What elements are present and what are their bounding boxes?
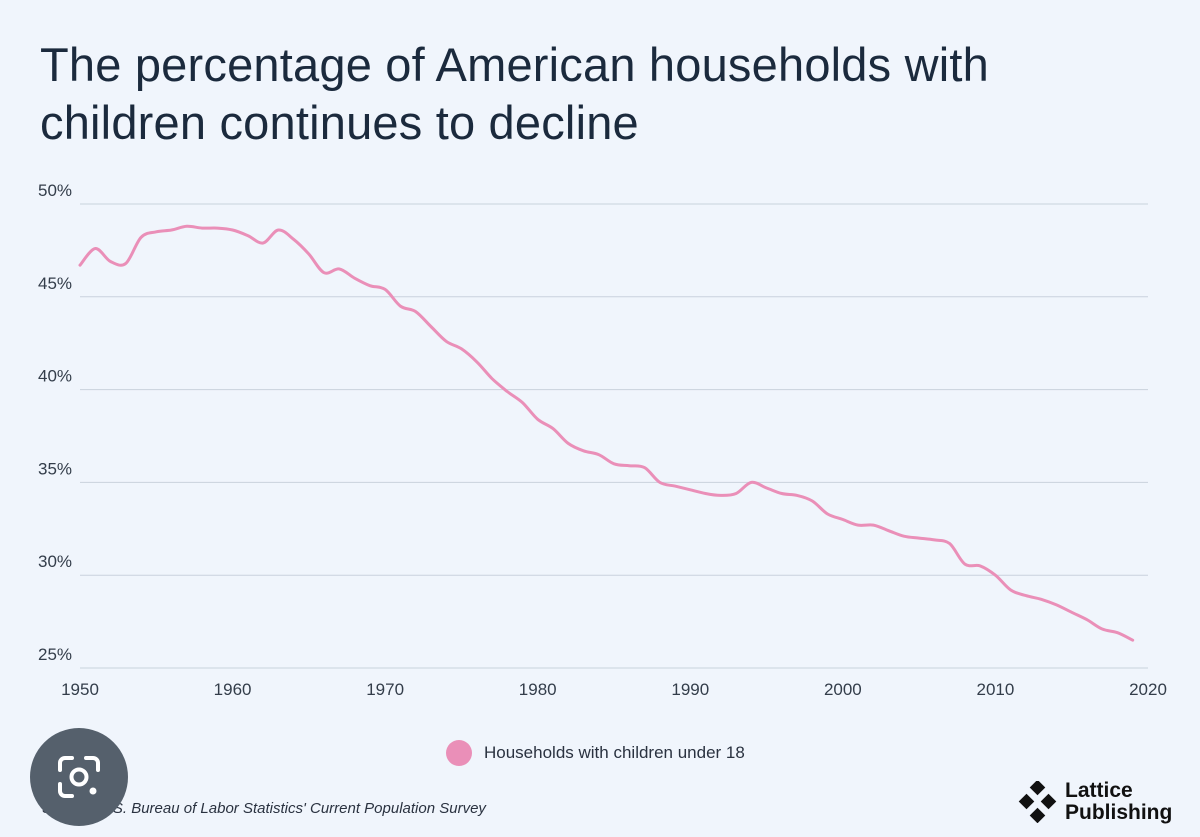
x-tick-label: 2020 <box>1129 680 1167 699</box>
series-group <box>78 224 1135 642</box>
x-tick-label: 1950 <box>61 680 99 699</box>
x-tick-label: 1990 <box>671 680 709 699</box>
google-lens-icon <box>58 756 100 798</box>
source-note: Source: U.S. Bureau of Labor Statistics'… <box>42 800 486 817</box>
y-tick-label: 30% <box>38 552 72 571</box>
logo-text-line-2: Publishing <box>1065 801 1173 824</box>
x-tick-label: 1970 <box>366 680 404 699</box>
y-tick-label: 35% <box>38 459 72 478</box>
chart-title: The percentage of American households wi… <box>40 36 1140 152</box>
chart-title-line-2: children continues to decline <box>40 96 639 149</box>
x-tick-label: 1960 <box>214 680 252 699</box>
logo-text-line-1: Lattice <box>1065 779 1133 802</box>
diamond-grid-logo-icon <box>1018 781 1057 823</box>
chart-title-line-1: The percentage of American households wi… <box>40 38 989 91</box>
gridlines <box>80 203 1148 669</box>
y-tick-label: 40% <box>38 367 72 386</box>
google-lens-button[interactable] <box>30 728 128 826</box>
y-tick-label: 25% <box>38 645 72 664</box>
x-axis-tick-labels: 1950 1960 1970 1980 1990 2000 2010 2020 <box>61 680 1167 699</box>
x-tick-label: 1980 <box>519 680 557 699</box>
x-tick-label: 2000 <box>824 680 862 699</box>
y-axis-tick-labels: 25% 30% 35% 40% 45% 50% <box>38 181 72 664</box>
lattice-publishing-logo: Lattice Publishing <box>1017 778 1172 826</box>
y-tick-label: 45% <box>38 274 72 293</box>
x-tick-label: 2010 <box>977 680 1015 699</box>
y-tick-label: 50% <box>38 181 72 200</box>
logo-text: Lattice Publishing <box>1065 780 1172 824</box>
legend: Households with children under 18 <box>446 739 745 767</box>
legend-marker <box>446 740 472 766</box>
series-line-0 <box>78 224 1135 642</box>
legend-label: Households with children under 18 <box>484 743 745 762</box>
